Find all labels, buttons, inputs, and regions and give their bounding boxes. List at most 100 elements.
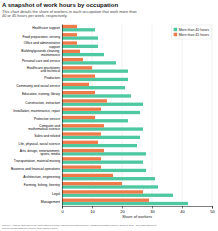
tick-label: 40 (180, 209, 185, 214)
text-line: Transportation, material moving (14, 159, 60, 163)
bar (62, 33, 77, 36)
grid-line (212, 24, 213, 206)
bars (62, 25, 188, 205)
tick: Transportation, material moving (14, 159, 60, 163)
series (62, 25, 149, 202)
tick-label: Food preparation, serving (22, 35, 60, 39)
tick-label: Transportation, material moving (14, 159, 60, 163)
subtitle: This chart details the share of workers … (2, 9, 137, 19)
tick-label: Sales and related (34, 134, 60, 138)
text-line: maintenance (41, 53, 60, 57)
tick-label: Life, physical, social science (19, 142, 61, 146)
bar (62, 174, 113, 177)
bar (62, 199, 149, 202)
bar (62, 53, 104, 56)
bar (62, 78, 128, 81)
bar (62, 190, 143, 193)
tick: 30 (150, 206, 155, 214)
text-line: 40 or 45 hours per week, respectively. (2, 13, 67, 18)
bar (62, 141, 98, 144)
tick-label: Construction, extraction (25, 101, 60, 105)
bar (62, 152, 146, 155)
bar (62, 119, 128, 122)
tick: Building/grounds cleaning,maintenance (21, 49, 60, 57)
bar (62, 36, 98, 39)
tick-label: Arts, design, entertainment,sports, medi… (20, 149, 60, 157)
bar (62, 83, 89, 86)
tick-label: Community and social service (16, 84, 60, 88)
series (62, 28, 188, 205)
tick: Healthcare practitionerand technical (27, 66, 61, 74)
legend-swatch (174, 33, 178, 37)
tick-label: Business and financial operations (11, 167, 60, 171)
bar (62, 108, 101, 111)
tick: Office and administrativesupport (24, 41, 60, 49)
tick: Computer andmathematical science (28, 124, 60, 132)
text-line: Healthcare support (32, 26, 60, 30)
bar (62, 149, 104, 152)
legend-item: More than 40 hours (174, 28, 210, 32)
bar (62, 58, 83, 61)
text-line: Community and social service (16, 84, 60, 88)
bar (62, 116, 95, 119)
tick-label: Computer andmathematical science (28, 124, 60, 132)
tick: Farming, fishing, forestry (24, 183, 61, 187)
bar (62, 66, 92, 69)
tick-label: 50 (210, 209, 215, 214)
tick-label: Architecture, engineering (23, 175, 60, 179)
bar (62, 144, 137, 147)
tick: Food preparation, serving (22, 35, 60, 39)
tick: Personal care and service (22, 59, 60, 63)
tick: Management (41, 200, 60, 204)
text-line: Farming, fishing, forestry (24, 183, 61, 187)
tick-label: Installation, maintenance, repair (13, 109, 61, 113)
tick: Healthcare support (32, 26, 60, 30)
bar (62, 165, 101, 168)
tick-label: 10 (90, 209, 95, 214)
tick-label: Office and administrativesupport (24, 41, 60, 49)
bar (62, 182, 122, 185)
tick: Business and financial operations (11, 167, 60, 171)
bar (62, 132, 101, 135)
bar (62, 61, 116, 64)
tick-label: Building/grounds cleaning,maintenance (21, 49, 60, 57)
axis-line (62, 25, 63, 207)
bar (62, 50, 80, 53)
tick-label: Protective service (34, 117, 60, 121)
tick-label: Farming, fishing, forestry (24, 183, 61, 187)
tick-label: Healthcare support (32, 26, 60, 30)
text-line: Installation, maintenance, repair (13, 109, 61, 113)
title: A snapshot of work hours by occupation (2, 2, 118, 8)
bar (62, 86, 125, 89)
bar (62, 45, 98, 48)
footer: Source: Authors' analysis of the CPS sam… (2, 224, 157, 230)
bar (62, 136, 140, 139)
tick-label: Education, training, library (22, 92, 60, 96)
text-line: Life, physical, social science (19, 142, 61, 146)
tick-label: 0 (61, 209, 64, 214)
text-line: Construction, extraction (25, 101, 60, 105)
bar (62, 111, 140, 114)
bar (62, 94, 131, 97)
tick-label: Legal (52, 192, 60, 196)
text-line: pooled across states to ensure large sam… (2, 227, 58, 230)
bar (62, 169, 146, 172)
bar (62, 157, 101, 160)
text-line: Management (41, 200, 60, 204)
x-axis-title: Share of workers (122, 214, 152, 219)
text-line: Business and financial operations (11, 167, 60, 171)
legend-label: More than 40 hours (179, 28, 210, 32)
tick-label: Production (44, 76, 60, 80)
tick: Legal (52, 192, 60, 196)
bar (62, 70, 128, 73)
tick: Arts, design, entertainment,sports, medi… (20, 149, 60, 157)
bar (62, 99, 107, 102)
bar (62, 103, 143, 106)
bar (62, 202, 188, 205)
tick: 40 (180, 206, 185, 214)
bar (62, 177, 155, 180)
grid (62, 24, 212, 206)
legend: More than 40 hoursMore than 45 hours (172, 25, 211, 39)
text-line: Sales and related (34, 134, 60, 138)
tick: Architecture, engineering (23, 175, 60, 179)
